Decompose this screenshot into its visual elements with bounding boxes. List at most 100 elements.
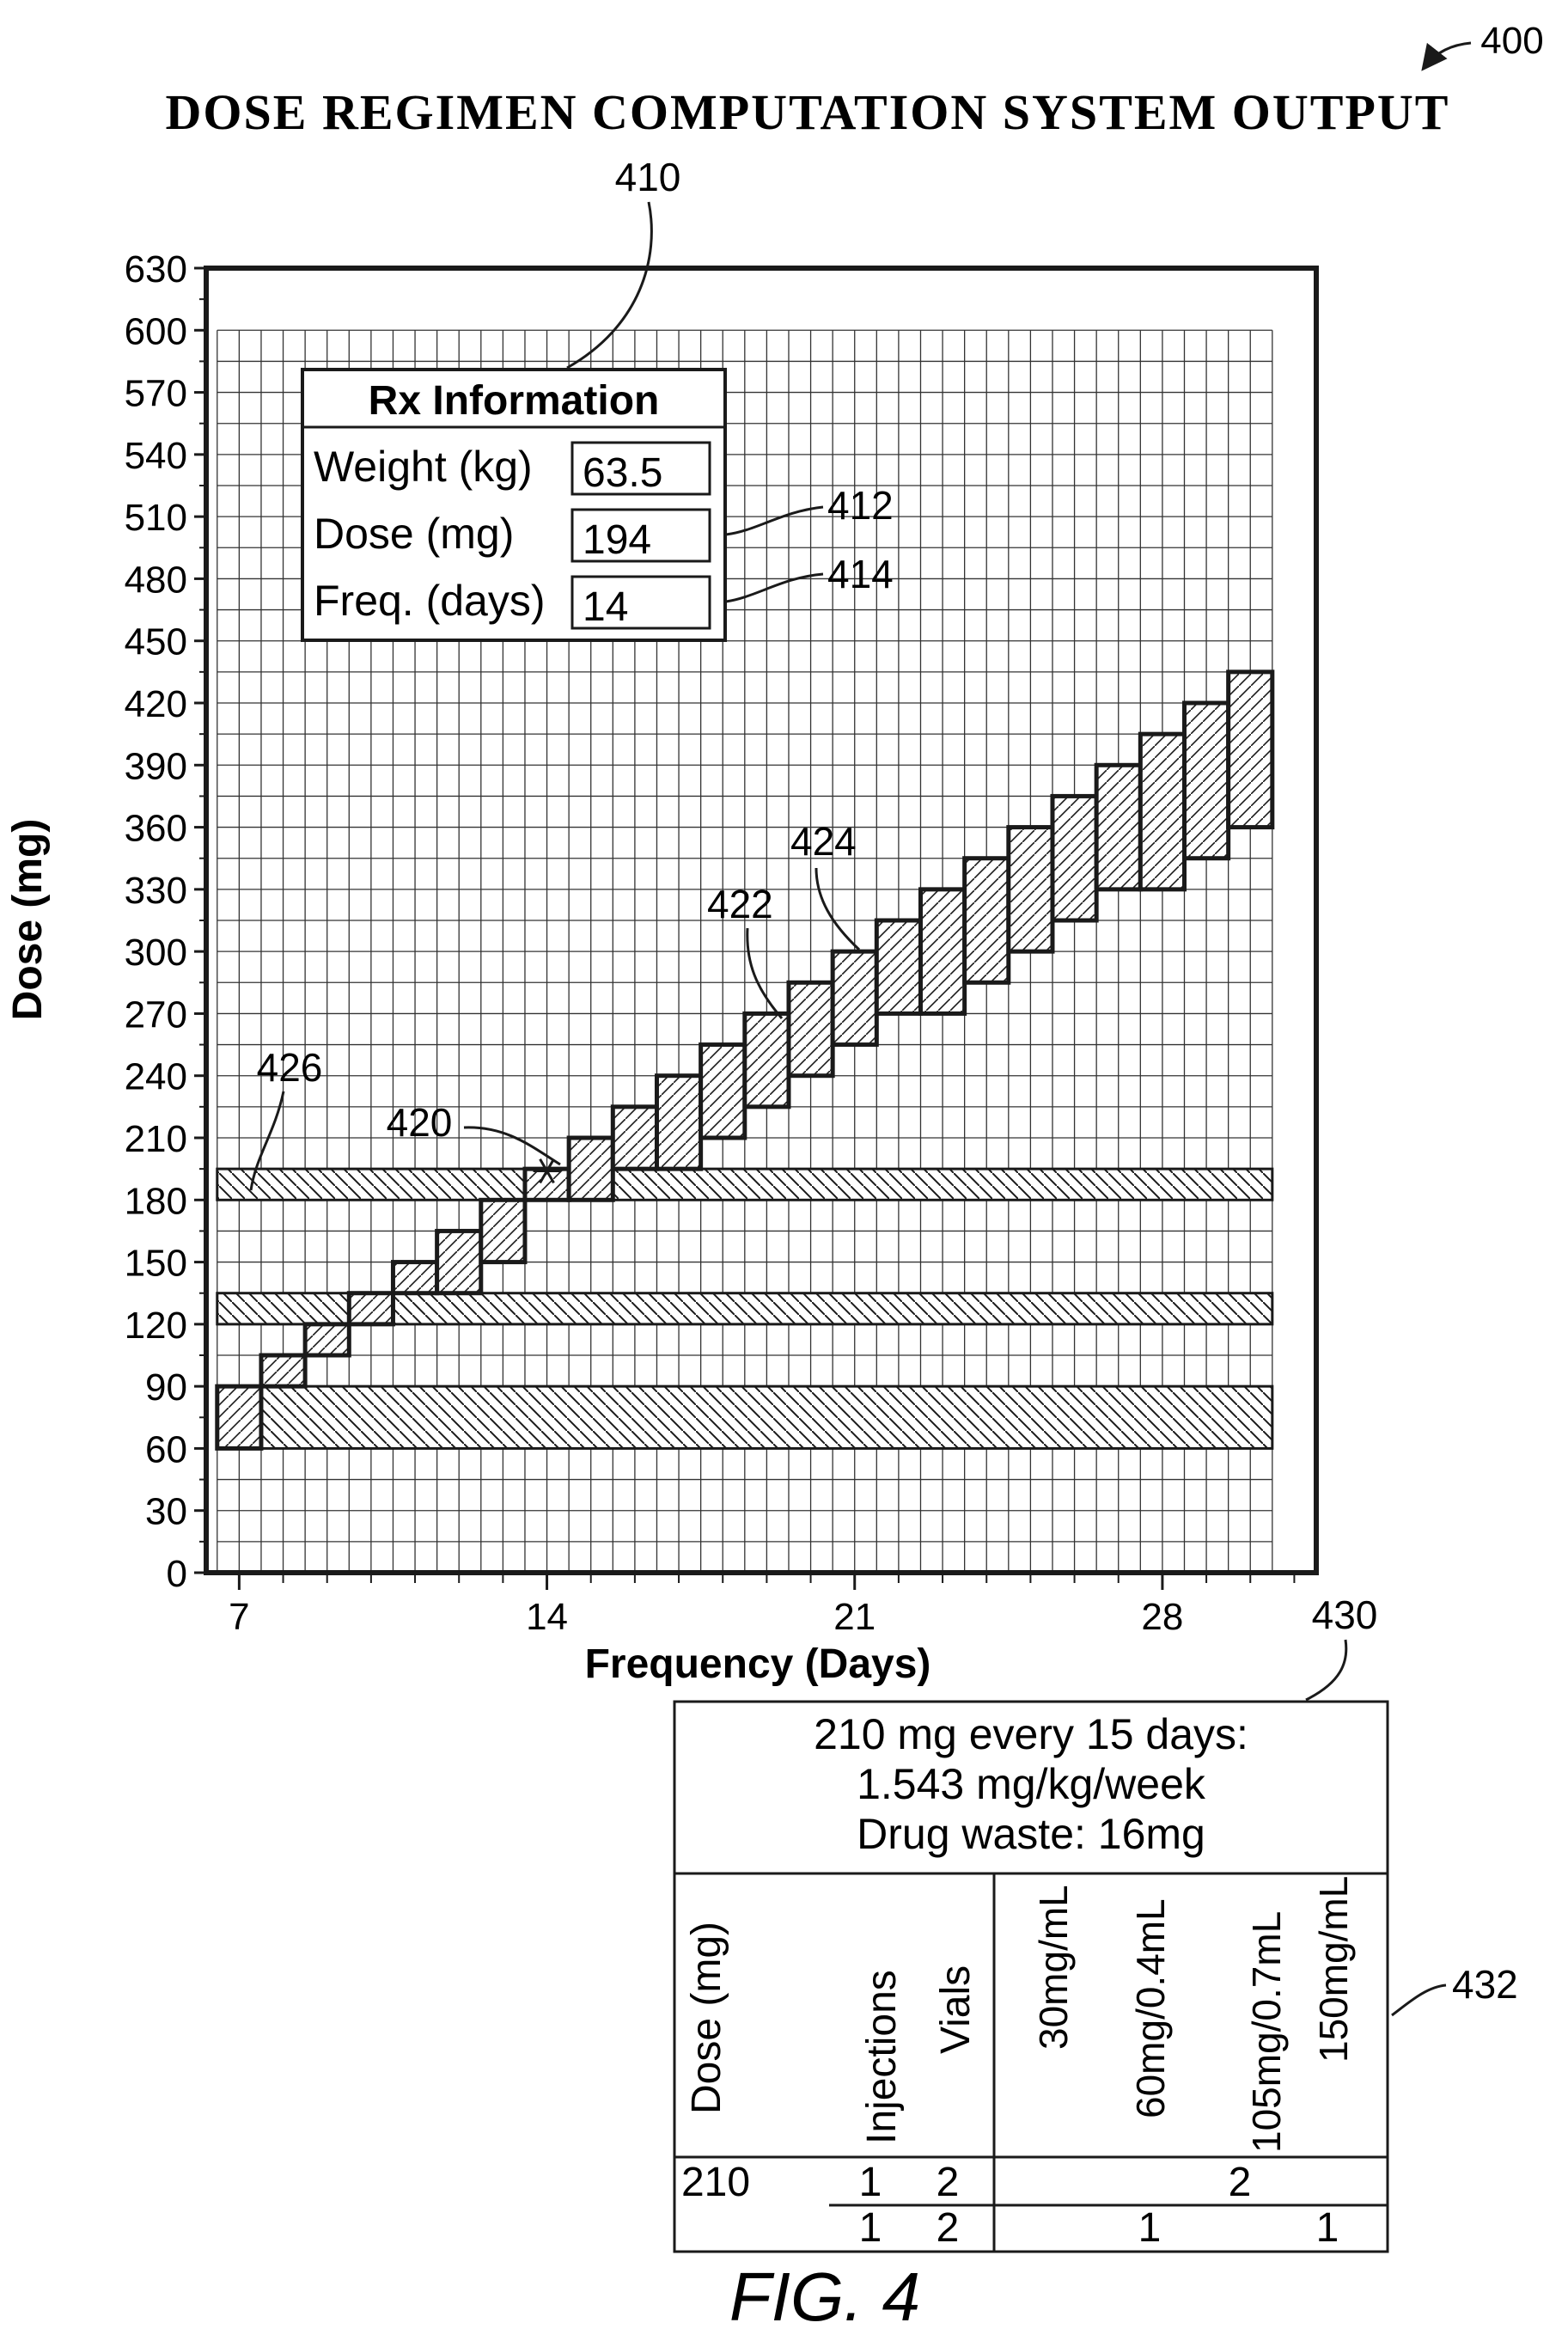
regimen-cell: [874, 918, 923, 1016]
regimen-cell: [259, 1353, 308, 1389]
regimen-cell: [1138, 731, 1187, 892]
regimen-cell: [1094, 762, 1143, 892]
rx-freq-label: Freq. (days): [314, 577, 546, 625]
x-axis-title: Frequency (Days): [585, 1641, 931, 1687]
regimen-cell: [654, 1073, 704, 1171]
y-tick-label: 330: [125, 870, 187, 912]
rx-weight-value: 63.5: [583, 450, 662, 496]
summary-table: 210 mg every 15 days: 1.543 mg/kg/week D…: [673, 1700, 1389, 2253]
selected-point-marker: [533, 1158, 561, 1184]
figure-caption: FIG. 4: [729, 2258, 920, 2335]
ref-426-leader: [249, 1091, 285, 1191]
y-axis-title: Dose (mg): [5, 819, 51, 1021]
summary-line-1: 210 mg every 15 days:: [814, 1710, 1248, 1758]
header-dose: Dose (mg): [684, 1922, 729, 2114]
header-60mg: 60mg/0.4mL: [1128, 1898, 1173, 2118]
row2-injections: 1: [859, 2205, 882, 2251]
y-tick-label: 540: [125, 435, 187, 477]
y-tick-label: 180: [125, 1180, 187, 1222]
regimen-cell: [918, 887, 967, 1016]
ref-424-leader: [815, 867, 861, 951]
rx-dose-label: Dose (mg): [314, 510, 514, 558]
ref-430-leader: [1305, 1639, 1348, 1702]
ref-422-label: 422: [707, 882, 773, 926]
x-axis: 7 14 21 28: [229, 1573, 1296, 1638]
header-150mg: 150mg/mL: [1311, 1876, 1356, 2063]
regimen-cell: [610, 1104, 659, 1171]
regimen-cell: [390, 1260, 440, 1296]
ref-414-label: 414: [827, 552, 894, 596]
y-tick-label: 90: [145, 1366, 187, 1409]
rx-dose-field[interactable]: [570, 508, 711, 563]
regimen-cell: [830, 949, 879, 1048]
ref-420-leader: [463, 1126, 561, 1166]
ref-414-leader: [725, 572, 824, 603]
dose-band: [216, 1384, 1274, 1450]
ref-432-label: 432: [1452, 1962, 1518, 2007]
rx-dose-value: 194: [583, 517, 651, 563]
ref-412-label: 412: [827, 483, 894, 528]
rx-weight-label: Weight (kg): [314, 443, 533, 491]
regimen-cell: [346, 1291, 395, 1327]
row1-vials: 2: [937, 2160, 960, 2205]
ref-424-label: 424: [790, 819, 857, 864]
ref-430-label: 430: [1312, 1592, 1378, 1637]
y-tick-label: 120: [125, 1305, 187, 1347]
regimen-cell: [479, 1197, 528, 1265]
regimen-cell: [435, 1228, 484, 1296]
figure-title: DOSE REGIMEN COMPUTATION SYSTEM OUTPUT: [166, 84, 1450, 140]
ref-422-leader: [746, 927, 784, 1019]
row2-vials: 2: [937, 2205, 960, 2251]
y-tick-label: 630: [125, 248, 187, 290]
y-tick-label: 420: [125, 683, 187, 725]
y-tick-label: 210: [125, 1118, 187, 1160]
y-tick-label: 240: [125, 1056, 187, 1098]
header-30mg: 30mg/mL: [1031, 1885, 1076, 2050]
summary-line-3: Drug waste: 16mg: [857, 1810, 1205, 1858]
regimen-cell: [1226, 669, 1275, 830]
dose-chart: 0 30 60 90 120 150 180 210 240 270 300 330 360 390 420…: [125, 248, 1319, 1638]
header-105mg: 105mg/0.7mL: [1244, 1911, 1289, 2153]
dose-band: [216, 1167, 1274, 1201]
y-tick-label: 30: [145, 1491, 187, 1533]
rx-panel-title: Rx Information: [369, 378, 660, 424]
ref-420-label: 420: [387, 1100, 453, 1145]
regimen-cell: [962, 856, 1011, 985]
ref-412-leader: [725, 505, 824, 536]
y-tick-label: 480: [125, 559, 187, 601]
rx-freq-field[interactable]: [570, 575, 711, 630]
row1-injections: 1: [859, 2160, 882, 2205]
x-tick-label: 28: [1141, 1596, 1183, 1638]
regimen-cell: [699, 1042, 747, 1140]
y-tick-label: 0: [167, 1553, 187, 1595]
regimen-cell: [522, 1166, 571, 1202]
regimen-cell: [566, 1135, 615, 1202]
rx-weight-field[interactable]: [570, 441, 711, 496]
selected-point-layer: [533, 1158, 561, 1184]
y-tick-label: 60: [145, 1428, 187, 1470]
y-tick-label: 150: [125, 1243, 187, 1285]
regimen-cell: [742, 1011, 791, 1109]
ref-432-leader: [1391, 1983, 1447, 2017]
rx-freq-value: 14: [583, 584, 628, 630]
header-vials: Vials: [933, 1965, 979, 2054]
figure-ref-arrow: [1421, 41, 1472, 71]
x-tick-label: 14: [526, 1596, 568, 1638]
ref-410-leader: [566, 201, 653, 370]
y-tick-label: 510: [125, 497, 187, 539]
rx-info-panel: Rx Information Weight (kg) 63.5 Dose (mg…: [301, 368, 727, 642]
header-injections: Injections: [859, 1970, 905, 2144]
regimen-cell: [302, 1322, 351, 1358]
y-tick-label: 270: [125, 993, 187, 1036]
y-tick-label: 390: [125, 745, 187, 787]
regimen-cell: [1050, 793, 1099, 923]
x-tick-label: 7: [229, 1596, 249, 1638]
y-tick-label: 300: [125, 932, 187, 974]
figure-ref-400: 400: [1480, 20, 1543, 62]
y-tick-label: 360: [125, 808, 187, 850]
row1-dose: 210: [681, 2160, 750, 2205]
row2-60mg: 1: [1138, 2205, 1162, 2251]
regimen-cell: [1006, 825, 1055, 954]
